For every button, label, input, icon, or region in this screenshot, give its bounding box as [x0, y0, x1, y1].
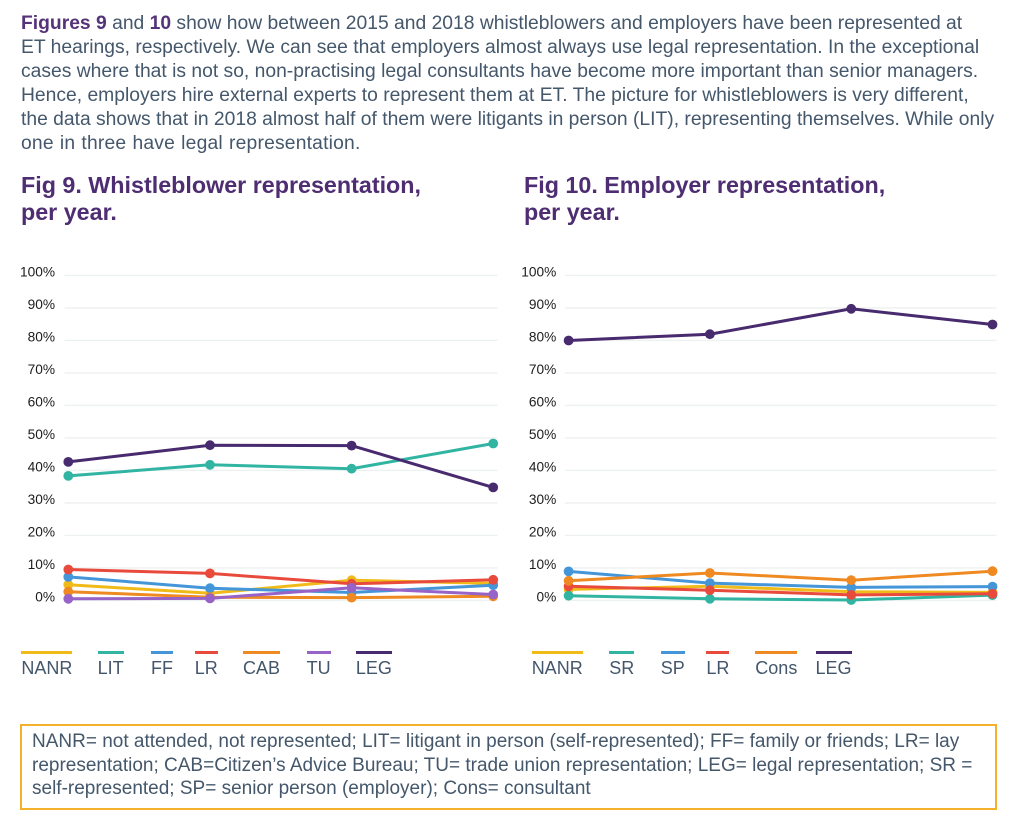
svg-text:10%: 10% [28, 557, 55, 572]
svg-text:100%: 100% [521, 264, 556, 279]
svg-text:40%: 40% [529, 459, 556, 474]
svg-text:70%: 70% [529, 362, 556, 377]
svg-text:40%: 40% [28, 459, 55, 474]
svg-text:60%: 60% [529, 394, 556, 409]
svg-text:50%: 50% [28, 427, 55, 442]
svg-text:30%: 30% [28, 492, 55, 507]
svg-text:50%: 50% [529, 427, 556, 442]
svg-text:70%: 70% [28, 362, 55, 377]
svg-text:60%: 60% [28, 394, 55, 409]
svg-text:30%: 30% [529, 492, 556, 507]
svg-text:90%: 90% [529, 297, 556, 312]
svg-text:0%: 0% [537, 589, 557, 604]
svg-text:80%: 80% [28, 329, 55, 344]
svg-text:100%: 100% [20, 264, 55, 279]
svg-text:90%: 90% [28, 297, 55, 312]
svg-text:20%: 20% [28, 524, 55, 539]
svg-text:0%: 0% [35, 589, 55, 604]
svg-text:20%: 20% [529, 524, 556, 539]
svg-text:10%: 10% [529, 557, 556, 572]
svg-text:80%: 80% [529, 329, 556, 344]
